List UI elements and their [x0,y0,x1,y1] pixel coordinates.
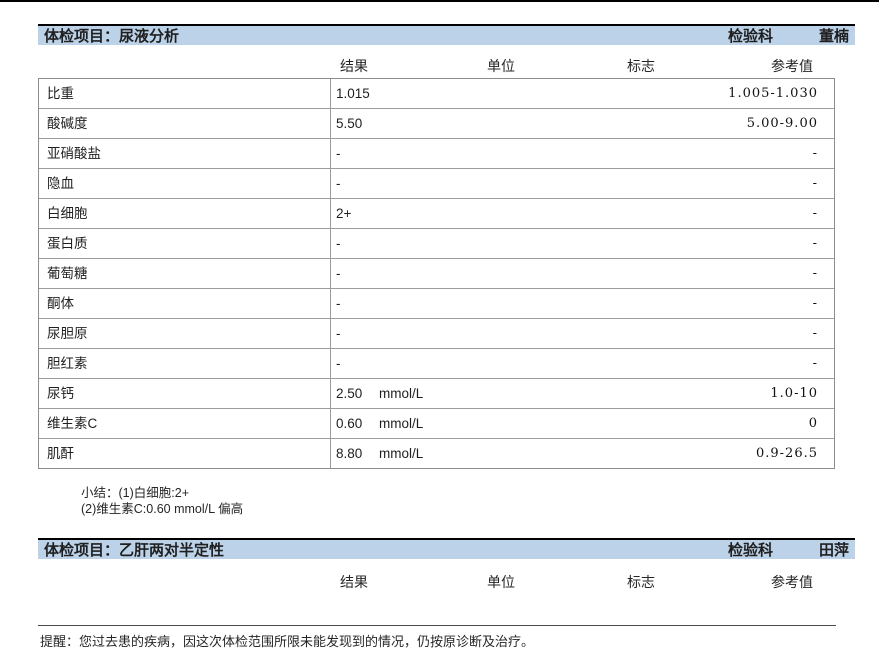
item-name: 尿钙 [47,386,74,401]
item-name: 隐血 [47,176,74,191]
column-header-unit: 单位 [487,574,515,590]
item-unit: mmol/L [379,416,424,431]
item-name: 酸碱度 [47,116,88,131]
column-header-unit: 单位 [487,58,515,74]
section-title: 体检项目：乙肝两对半定性 [44,542,225,559]
item-result: - [336,356,341,371]
item-result: - [336,146,341,161]
urinalysis-table-rows: 比重 1.015 1.005-1.030 酸碱度 5.50 5.00-9.00 亚硝酸盐 - -… [39,79,834,468]
table-row: 葡萄糖 - - [39,259,834,289]
item-name: 尿胆原 [47,326,88,341]
column-headers-hepatitis-b: 结果 单位 标志 参考值 [0,572,879,590]
column-header-result: 结果 [340,58,368,74]
page-top-rule [0,0,879,2]
table-row: 亚硝酸盐 - - [39,139,834,169]
item-reference: - [812,236,818,251]
column-header-flag: 标志 [627,574,655,590]
item-result: 0.60 [336,416,363,431]
item-reference: 1.0-10 [770,386,818,401]
item-reference: - [812,326,818,341]
table-row: 维生素C 0.60 mmol/L 0 [39,409,834,439]
item-result: 5.50 [336,116,363,131]
table-row: 肌酐 8.80 mmol/L 0.9-26.5 [39,439,834,468]
item-reference: - [812,146,818,161]
urinalysis-table: 比重 1.015 1.005-1.030 酸碱度 5.50 5.00-9.00 亚硝酸盐 - -… [38,78,835,469]
summary-line-2: (2)维生素C:0.60 mmol/L 偏高 [81,501,244,516]
item-name: 酮体 [47,296,74,311]
table-row: 蛋白质 - - [39,229,834,259]
item-result: - [336,176,341,191]
summary-line-1: 小结：(1)白细胞:2+ [81,486,190,500]
section-header-urinalysis: 体检项目：尿液分析 检验科 董楠 [38,24,855,45]
footer-divider [38,625,836,626]
item-result: - [336,266,341,281]
column-header-reference: 参考值 [771,574,813,590]
item-reference: - [812,206,818,221]
item-name: 比重 [47,86,74,101]
item-name: 葡萄糖 [47,266,88,281]
item-name: 胆红素 [47,356,88,371]
item-unit: mmol/L [379,386,424,401]
table-row: 比重 1.015 1.005-1.030 [39,79,834,109]
item-reference: - [812,176,818,191]
table-row: 白细胞 2+ - [39,199,834,229]
department-label: 检验科 [727,542,773,559]
section-header-hepatitis-b: 体检项目：乙肝两对半定性 检验科 田萍 [38,538,855,559]
item-name: 亚硝酸盐 [47,146,101,161]
table-row: 隐血 - - [39,169,834,199]
column-headers-urinalysis: 结果 单位 标志 参考值 [0,56,879,74]
item-result: 1.015 [336,86,370,101]
item-name: 白细胞 [47,206,88,221]
item-reference: - [812,266,818,281]
item-reference: 0.9-26.5 [755,446,818,461]
table-row: 胆红素 - - [39,349,834,379]
item-result: - [336,296,341,311]
item-reference: 5.00-9.00 [746,116,818,131]
item-name: 肌酐 [47,446,74,461]
section-signature: 检验科 田萍 [728,539,849,560]
summary-note: 小结：(1)白细胞:2+ (2)维生素C:0.60 mmol/L 偏高 [81,486,243,517]
section-signature: 检验科 董楠 [728,25,849,46]
item-unit: mmol/L [379,446,424,461]
section-title: 体检项目：尿液分析 [44,28,180,45]
item-result: - [336,236,341,251]
column-header-reference: 参考值 [771,58,813,74]
table-row: 尿钙 2.50 mmol/L 1.0-10 [39,379,834,409]
item-name: 维生素C [47,416,98,431]
reminder-text: 提醒：您过去患的疾病，因这次体检范围所限未能发现到的情况，仍按原诊断及治疗。 [40,634,535,649]
item-reference: 1.005-1.030 [728,86,818,101]
item-reference: - [812,356,818,371]
department-label: 检验科 [727,28,773,45]
item-result: 2+ [336,206,352,221]
table-row: 酮体 - - [39,289,834,319]
item-result: - [336,326,341,341]
column-header-result: 结果 [340,574,368,590]
item-result: 8.80 [336,446,363,461]
examiner-name: 董楠 [818,28,849,45]
table-row: 酸碱度 5.50 5.00-9.00 [39,109,834,139]
item-name: 蛋白质 [47,236,88,251]
column-header-flag: 标志 [627,58,655,74]
item-reference: 0 [808,416,818,431]
item-result: 2.50 [336,386,363,401]
examiner-name: 田萍 [818,542,849,559]
table-row: 尿胆原 - - [39,319,834,349]
item-reference: - [812,296,818,311]
